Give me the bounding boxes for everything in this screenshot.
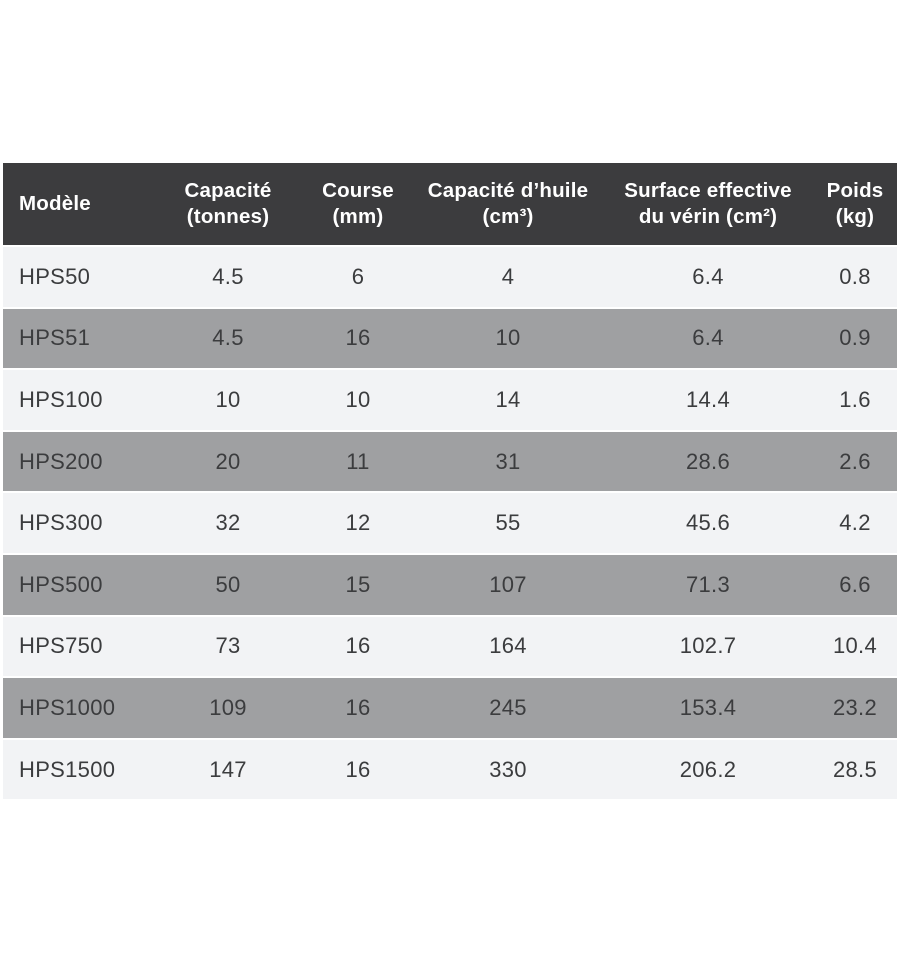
value-cell: 10 bbox=[345, 386, 371, 412]
value-cell: 10.4 bbox=[832, 633, 878, 659]
value-cell: 147 bbox=[209, 756, 247, 782]
table-row: HPS1000 109 16 245 153.4 23.2 bbox=[3, 676, 897, 738]
value-cell: 4 bbox=[501, 263, 515, 289]
value-cell: 55 bbox=[495, 510, 521, 536]
column-header: Modèle bbox=[19, 192, 91, 216]
value-cell: 14.4 bbox=[685, 386, 731, 412]
value-cell: 330 bbox=[489, 756, 527, 782]
model-cell: HPS50 bbox=[19, 263, 91, 289]
value-cell: 16 bbox=[345, 694, 371, 720]
value-cell: 14 bbox=[495, 386, 521, 412]
table-body: HPS50 4.5 6 4 6.4 0.8 HPS51 4.5 16 10 6.4 0.9 HPS100… bbox=[3, 245, 897, 800]
table-row: HPS100 10 10 14 14.4 1.6 bbox=[3, 368, 897, 430]
value-cell: 12 bbox=[345, 510, 371, 536]
value-cell: 71.3 bbox=[685, 571, 731, 597]
column-header: Poids (kg) bbox=[826, 179, 884, 228]
value-cell: 10 bbox=[215, 386, 241, 412]
model-cell: HPS750 bbox=[19, 633, 103, 659]
column-header: Surface effective du vérin (cm²) bbox=[624, 179, 792, 228]
table-row: HPS1500 147 16 330 206.2 28.5 bbox=[3, 737, 897, 800]
value-cell: 11 bbox=[346, 448, 370, 474]
model-cell: HPS51 bbox=[19, 325, 91, 351]
value-cell: 4.2 bbox=[839, 510, 871, 536]
value-cell: 16 bbox=[345, 633, 371, 659]
value-cell: 102.7 bbox=[679, 633, 737, 659]
model-cell: HPS500 bbox=[19, 571, 103, 597]
value-cell: 16 bbox=[345, 756, 371, 782]
value-cell: 153.4 bbox=[679, 694, 737, 720]
value-cell: 4.5 bbox=[212, 263, 244, 289]
value-cell: 107 bbox=[489, 571, 527, 597]
value-cell: 1.6 bbox=[839, 386, 871, 412]
model-cell: HPS1500 bbox=[19, 756, 116, 782]
model-cell: HPS200 bbox=[19, 448, 103, 474]
value-cell: 245 bbox=[489, 694, 527, 720]
table-row: HPS750 73 16 164 102.7 10.4 bbox=[3, 614, 897, 677]
value-cell: 164 bbox=[489, 633, 527, 659]
value-cell: 2.6 bbox=[839, 448, 871, 474]
value-cell: 0.9 bbox=[839, 325, 871, 351]
value-cell: 10 bbox=[495, 325, 521, 351]
table-row: HPS50 4.5 6 4 6.4 0.8 bbox=[3, 245, 897, 307]
column-header: Capacité (tonnes) bbox=[184, 179, 272, 228]
table-row: HPS200 20 11 31 28.6 2.6 bbox=[3, 429, 897, 492]
value-cell: 16 bbox=[345, 325, 371, 351]
value-cell: 6 bbox=[351, 263, 365, 289]
table-header-row: Modèle Capacité (tonnes) Course (mm) Capaci… bbox=[3, 163, 897, 245]
table-row: HPS300 32 12 55 45.6 4.2 bbox=[3, 491, 897, 553]
specs-table: Modèle Capacité (tonnes) Course (mm) Capaci… bbox=[3, 163, 897, 800]
value-cell: 32 bbox=[215, 510, 241, 536]
table-row: HPS51 4.5 16 10 6.4 0.9 bbox=[3, 306, 897, 369]
value-cell: 0.8 bbox=[839, 263, 871, 289]
value-cell: 28.5 bbox=[832, 756, 878, 782]
value-cell: 45.6 bbox=[685, 510, 731, 536]
value-cell: 6.4 bbox=[692, 325, 724, 351]
value-cell: 23.2 bbox=[832, 694, 878, 720]
model-cell: HPS300 bbox=[19, 510, 103, 536]
value-cell: 28.6 bbox=[685, 448, 731, 474]
model-cell: HPS1000 bbox=[19, 694, 116, 720]
value-cell: 4.5 bbox=[212, 325, 244, 351]
column-header: Capacité d’huile (cm³) bbox=[427, 179, 589, 228]
value-cell: 6.6 bbox=[839, 571, 871, 597]
value-cell: 109 bbox=[209, 694, 247, 720]
value-cell: 6.4 bbox=[692, 263, 724, 289]
table-row: HPS500 50 15 107 71.3 6.6 bbox=[3, 552, 897, 615]
value-cell: 15 bbox=[345, 571, 371, 597]
value-cell: 73 bbox=[215, 633, 241, 659]
model-cell: HPS100 bbox=[19, 386, 103, 412]
value-cell: 206.2 bbox=[679, 756, 737, 782]
value-cell: 31 bbox=[495, 448, 521, 474]
value-cell: 20 bbox=[215, 448, 241, 474]
column-header: Course (mm) bbox=[322, 179, 394, 228]
value-cell: 50 bbox=[215, 571, 241, 597]
